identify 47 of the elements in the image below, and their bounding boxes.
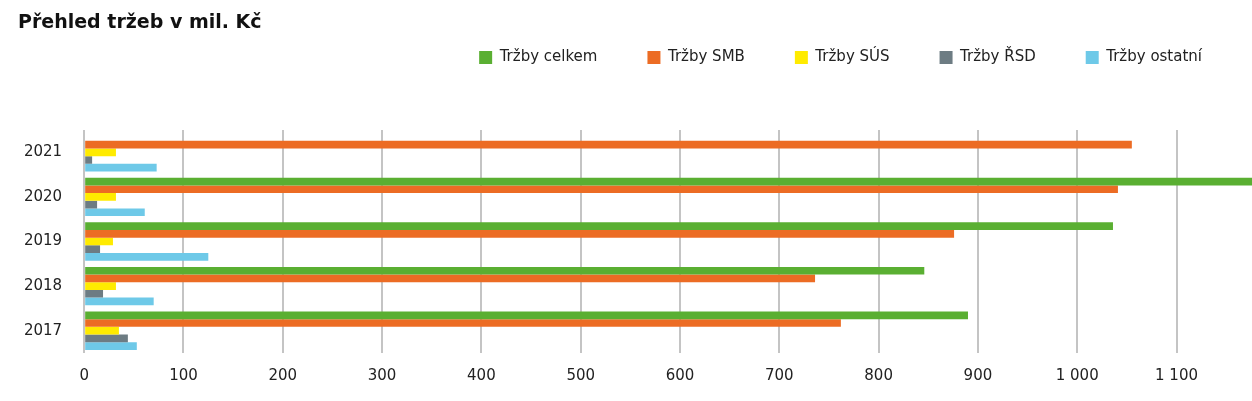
- legend-label: Tržby SMB: [666, 47, 745, 66]
- bar: [85, 208, 145, 217]
- x-tick-label: 200: [268, 365, 298, 384]
- x-tick-label: 600: [665, 365, 695, 384]
- legend-label: Tržby ostatní: [1105, 47, 1203, 66]
- bar: [85, 222, 1113, 230]
- bar: [85, 229, 955, 238]
- legend-label: Tržby SÚS: [814, 46, 890, 66]
- x-tick-label: 1 000: [1055, 365, 1099, 384]
- legend-label: Tržby celkem: [498, 47, 598, 66]
- bar: [85, 193, 116, 201]
- x-tick-label: 0: [79, 365, 89, 384]
- y-tick-label: 2018: [23, 275, 63, 294]
- bar: [85, 266, 925, 275]
- x-tick-label: 1 100: [1155, 365, 1198, 384]
- x-tick-label: 700: [764, 365, 794, 384]
- bar: [85, 237, 113, 246]
- bar: [85, 177, 1252, 186]
- x-tick-label: 100: [169, 365, 198, 384]
- bar: [85, 326, 119, 335]
- bar: [85, 245, 101, 254]
- x-tick-label: 300: [367, 365, 397, 384]
- bar: [85, 289, 104, 298]
- y-tick-label: 2020: [23, 186, 63, 205]
- x-tick-label: 900: [963, 365, 993, 384]
- bar: [85, 156, 93, 164]
- bar: [85, 319, 841, 327]
- x-tick-label: 500: [566, 365, 596, 384]
- bar: [85, 297, 154, 306]
- y-tick-label: 2021: [23, 142, 63, 161]
- bar: [85, 311, 968, 320]
- x-tick-label: 800: [864, 365, 893, 384]
- bar: [85, 253, 209, 261]
- y-tick-label: 2017: [23, 320, 63, 339]
- bar: [85, 163, 157, 172]
- bar: [85, 185, 1118, 194]
- bar: [85, 274, 816, 283]
- bar: [85, 334, 128, 343]
- bar: [85, 200, 98, 209]
- x-tick-label: 400: [467, 365, 496, 384]
- bar: [85, 140, 1132, 149]
- chart-title: Přehled tržeb v mil. Kč: [18, 10, 262, 32]
- legend-label: Tržby ŘSD: [959, 46, 1036, 66]
- bar: [85, 282, 116, 290]
- bar: [85, 342, 137, 350]
- y-tick-label: 2019: [23, 231, 63, 250]
- bar: [85, 148, 116, 157]
